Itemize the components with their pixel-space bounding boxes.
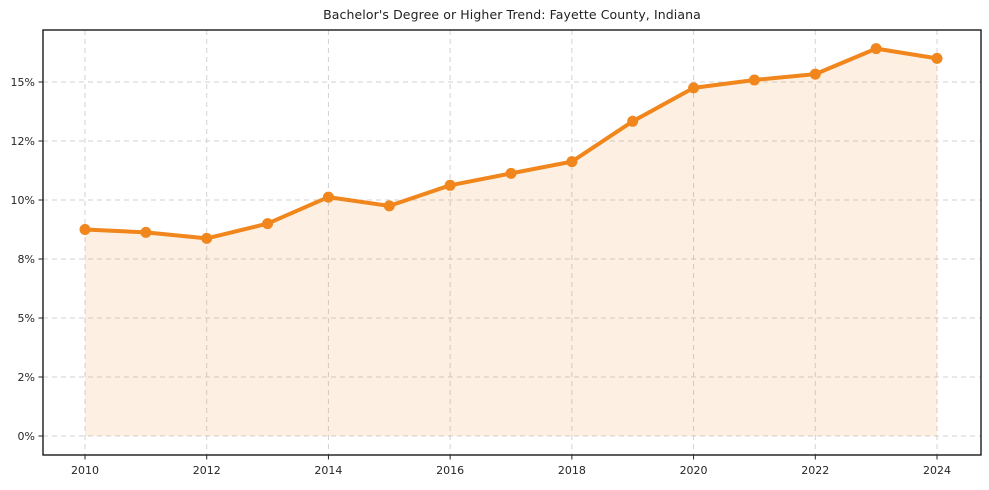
data-point-marker[interactable]	[870, 43, 882, 55]
y-tick-label: 12%	[11, 135, 35, 148]
y-tick-label: 10%	[11, 194, 35, 207]
y-tick-label: 5%	[18, 312, 35, 325]
data-point-marker[interactable]	[627, 115, 639, 127]
data-point-marker[interactable]	[748, 74, 760, 86]
data-point-marker[interactable]	[688, 82, 700, 94]
data-point-marker[interactable]	[444, 179, 456, 191]
x-tick-label: 2014	[314, 464, 342, 477]
data-point-marker[interactable]	[79, 224, 91, 235]
data-point-marker[interactable]	[140, 226, 152, 238]
data-point-marker[interactable]	[809, 68, 821, 80]
data-point-marker[interactable]	[262, 218, 274, 230]
plot-border	[42, 29, 982, 456]
data-point-marker[interactable]	[931, 52, 943, 64]
y-tick-label: 2%	[18, 371, 35, 384]
x-tick-label: 2012	[193, 464, 221, 477]
x-tick-label: 2016	[436, 464, 464, 477]
data-point-marker[interactable]	[322, 191, 334, 203]
x-tick-label: 2024	[923, 464, 951, 477]
area-fill	[85, 48, 937, 436]
chart-title: Bachelor's Degree or Higher Trend: Fayet…	[323, 7, 701, 22]
data-point-marker[interactable]	[566, 156, 578, 168]
x-tick-label: 2022	[801, 464, 829, 477]
y-tick-label: 0%	[18, 430, 35, 443]
y-tick-label: 8%	[18, 253, 35, 266]
data-point-marker[interactable]	[201, 232, 213, 244]
x-tick-label: 2018	[558, 464, 586, 477]
x-tick-label: 2010	[71, 464, 99, 477]
y-tick-label: 15%	[11, 76, 35, 89]
data-point-marker[interactable]	[505, 167, 517, 179]
data-point-marker[interactable]	[383, 200, 395, 212]
x-tick-label: 2020	[680, 464, 708, 477]
